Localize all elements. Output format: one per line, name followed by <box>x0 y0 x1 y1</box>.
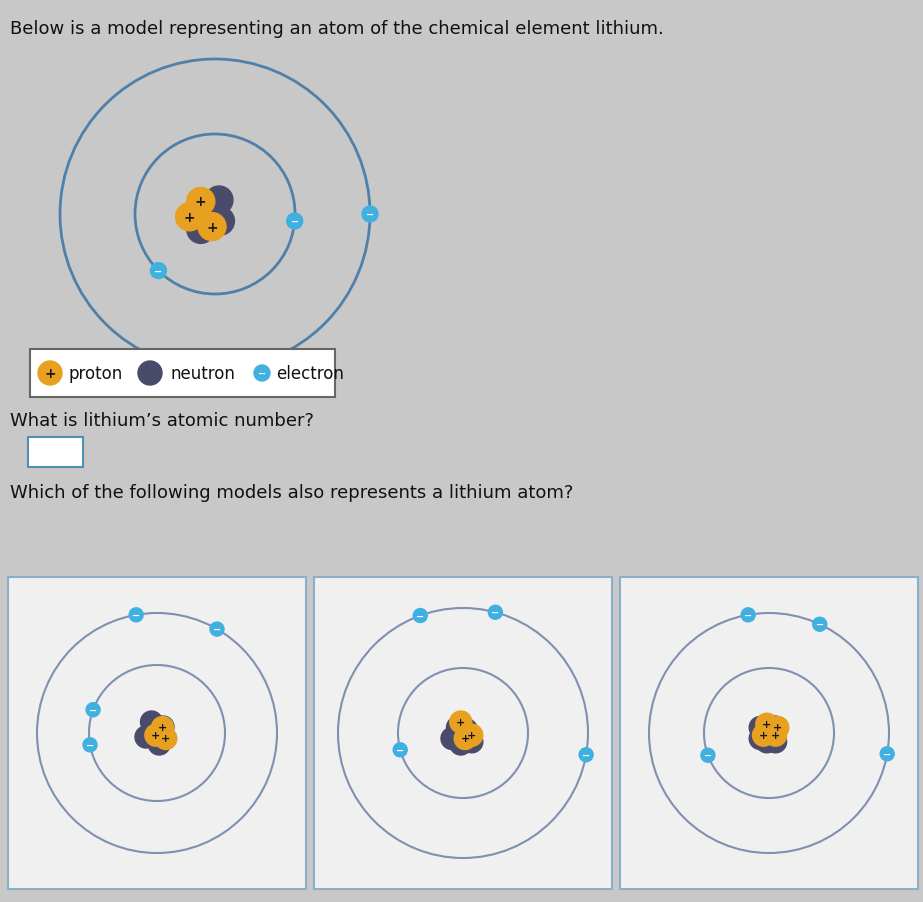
Circle shape <box>756 713 778 735</box>
Text: −: − <box>744 610 752 621</box>
Text: −: − <box>86 740 94 750</box>
Circle shape <box>86 703 100 717</box>
Circle shape <box>579 748 593 762</box>
Circle shape <box>186 216 215 244</box>
Circle shape <box>701 749 715 762</box>
Circle shape <box>441 728 463 750</box>
Circle shape <box>155 728 177 750</box>
Text: Which of the following models also represents a lithium atom?: Which of the following models also repre… <box>10 483 573 502</box>
Circle shape <box>447 717 469 739</box>
Text: −: − <box>491 608 499 618</box>
Circle shape <box>881 747 894 761</box>
Circle shape <box>450 733 472 755</box>
Circle shape <box>186 189 215 216</box>
Circle shape <box>767 717 789 739</box>
Circle shape <box>741 608 755 622</box>
Text: −: − <box>396 745 404 755</box>
Bar <box>28 437 83 467</box>
Text: What is lithium’s atomic number?: What is lithium’s atomic number? <box>10 411 314 429</box>
Text: +: + <box>771 731 780 741</box>
Text: +: + <box>759 731 768 741</box>
Circle shape <box>207 207 234 235</box>
Circle shape <box>749 728 772 750</box>
Text: −: − <box>704 750 712 760</box>
Text: +: + <box>162 733 171 743</box>
Circle shape <box>129 608 143 622</box>
Text: −: − <box>132 610 140 621</box>
Circle shape <box>149 733 170 755</box>
Circle shape <box>254 365 270 382</box>
Text: Below is a model representing an atom of the chemical element lithium.: Below is a model representing an atom of… <box>10 20 664 38</box>
Circle shape <box>152 716 174 738</box>
Circle shape <box>764 716 786 738</box>
Circle shape <box>813 618 827 631</box>
Text: −: − <box>582 750 590 759</box>
Circle shape <box>756 731 778 753</box>
Circle shape <box>138 362 162 385</box>
Text: +: + <box>206 220 218 235</box>
Text: +: + <box>184 210 196 225</box>
Text: +: + <box>456 717 465 727</box>
Text: −: − <box>258 369 266 379</box>
Text: −: − <box>816 620 823 630</box>
Circle shape <box>414 609 427 623</box>
Text: +: + <box>195 195 207 209</box>
Text: −: − <box>213 624 222 634</box>
Circle shape <box>140 711 162 733</box>
Bar <box>8 577 306 889</box>
Text: −: − <box>291 216 299 226</box>
Text: +: + <box>762 720 772 730</box>
Circle shape <box>175 204 204 232</box>
Bar <box>30 350 335 398</box>
Text: −: − <box>154 266 162 276</box>
Bar <box>314 577 612 889</box>
Circle shape <box>145 724 167 746</box>
Text: +: + <box>461 733 470 743</box>
Text: +: + <box>773 723 783 732</box>
Text: +: + <box>158 723 167 732</box>
Circle shape <box>198 214 226 242</box>
Circle shape <box>461 731 483 753</box>
Circle shape <box>83 738 97 752</box>
Bar <box>620 577 918 889</box>
Circle shape <box>450 711 472 733</box>
Text: proton: proton <box>68 364 122 382</box>
Circle shape <box>287 214 303 230</box>
Circle shape <box>135 726 157 748</box>
Circle shape <box>454 728 476 750</box>
Text: electron: electron <box>276 364 344 382</box>
Circle shape <box>151 717 174 739</box>
Circle shape <box>205 187 233 215</box>
Circle shape <box>455 719 477 741</box>
Circle shape <box>764 724 786 746</box>
Text: +: + <box>467 731 476 741</box>
Text: −: − <box>416 611 425 621</box>
Text: −: − <box>366 210 374 220</box>
Circle shape <box>393 743 407 757</box>
Text: +: + <box>44 366 55 381</box>
Circle shape <box>764 731 786 753</box>
Circle shape <box>362 207 378 223</box>
Circle shape <box>461 724 483 746</box>
Text: neutron: neutron <box>170 364 234 382</box>
Text: +: + <box>151 731 161 741</box>
Circle shape <box>196 206 224 234</box>
Circle shape <box>752 724 774 746</box>
Text: −: − <box>883 749 892 759</box>
Circle shape <box>150 263 166 280</box>
Circle shape <box>38 362 62 385</box>
Text: −: − <box>89 705 97 715</box>
Circle shape <box>749 717 772 739</box>
Circle shape <box>210 622 224 637</box>
Circle shape <box>488 605 502 620</box>
